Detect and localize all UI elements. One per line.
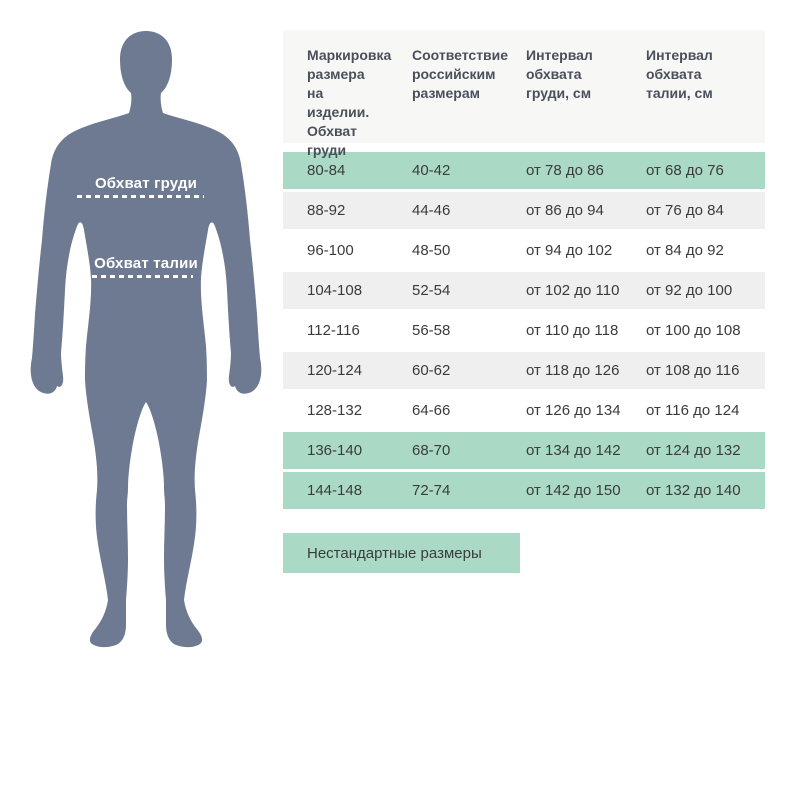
table-cell-marking: 112-116 bbox=[307, 322, 360, 339]
table-cell-marking: 144-148 bbox=[307, 482, 363, 499]
table-cell-waist: от 116 до 124 bbox=[646, 402, 740, 419]
table-cell-russian: 52-54 bbox=[412, 282, 451, 299]
col-header-waist-range: Интервал обхвата талии, см bbox=[646, 47, 713, 101]
table-cell-chest: от 110 до 118 bbox=[526, 322, 619, 339]
table-cell-russian: 48-50 bbox=[412, 242, 451, 259]
table-cell-chest: от 118 до 126 bbox=[526, 362, 620, 379]
size-table: Маркировка размера на изделии. Обхват гр… bbox=[283, 30, 765, 512]
table-cell-waist: от 132 до 140 bbox=[646, 482, 741, 499]
table-cell-marking: 104-108 bbox=[307, 282, 363, 299]
table-row: 144-148 72-74 от 142 до 150 от 132 до 14… bbox=[283, 472, 765, 509]
table-row: 88-92 44-46 от 86 до 94 от 76 до 84 bbox=[283, 192, 765, 229]
table-cell-russian: 72-74 bbox=[412, 482, 451, 499]
table-cell-chest: от 78 до 86 bbox=[526, 162, 604, 179]
chest-measure-line bbox=[77, 195, 204, 198]
table-cell-marking: 128-132 bbox=[307, 402, 363, 419]
table-cell-russian: 68-70 bbox=[412, 442, 451, 459]
waist-measure-line bbox=[92, 275, 193, 278]
table-cell-waist: от 124 до 132 bbox=[646, 442, 741, 459]
male-body-silhouette bbox=[30, 31, 262, 648]
table-cell-chest: от 142 до 150 bbox=[526, 482, 621, 499]
table-cell-waist: от 100 до 108 bbox=[646, 322, 741, 339]
table-cell-waist: от 108 до 116 bbox=[646, 362, 740, 379]
table-cell-chest: от 134 до 142 bbox=[526, 442, 621, 459]
table-cell-chest: от 102 до 110 bbox=[526, 282, 620, 299]
table-row: 136-140 68-70 от 134 до 142 от 124 до 13… bbox=[283, 432, 765, 469]
col-header-chest-range: Интервал обхвата груди, см bbox=[526, 47, 593, 101]
col-header-russian-sizes: Соответствие российским размерам bbox=[412, 47, 509, 101]
table-cell-marking: 136-140 bbox=[307, 442, 363, 459]
table-cell-marking: 120-124 bbox=[307, 362, 363, 379]
nonstandard-sizes-button[interactable]: Нестандартные размеры bbox=[283, 533, 520, 573]
table-cell-russian: 44-46 bbox=[412, 202, 451, 219]
table-cell-waist: от 76 до 84 bbox=[646, 202, 724, 219]
table-cell-russian: 40-42 bbox=[412, 162, 451, 179]
table-cell-waist: от 92 до 100 bbox=[646, 282, 733, 299]
table-row: 120-124 60-62 от 118 до 126 от 108 до 11… bbox=[283, 352, 765, 389]
table-cell-russian: 56-58 bbox=[412, 322, 451, 339]
table-row: 112-116 56-58 от 110 до 118 от 100 до 10… bbox=[283, 312, 765, 349]
table-cell-marking: 96-100 bbox=[307, 242, 354, 259]
waist-measure-label: Обхват талии bbox=[94, 255, 198, 272]
chest-measure-label: Обхват груди bbox=[94, 175, 198, 192]
table-row: 104-108 52-54 от 102 до 110 от 92 до 100 bbox=[283, 272, 765, 309]
body-measurement-diagram: Обхват груди Обхват талии bbox=[26, 28, 266, 658]
size-table-header: Маркировка размера на изделии. Обхват гр… bbox=[283, 30, 765, 158]
table-row: 96-100 48-50 от 94 до 102 от 84 до 92 bbox=[283, 232, 765, 269]
table-cell-marking: 88-92 bbox=[307, 202, 346, 219]
table-cell-chest: от 86 до 94 bbox=[526, 202, 604, 219]
table-cell-waist: от 68 до 76 bbox=[646, 162, 724, 179]
table-cell-russian: 60-62 bbox=[412, 362, 451, 379]
table-cell-waist: от 84 до 92 bbox=[646, 242, 724, 259]
size-table-body: 80-84 40-42 от 78 до 86 от 68 до 76 88-9… bbox=[283, 152, 765, 509]
col-header-marking: Маркировка размера на изделии. Обхват гр… bbox=[307, 47, 392, 158]
table-cell-marking: 80-84 bbox=[307, 162, 346, 179]
table-cell-russian: 64-66 bbox=[412, 402, 451, 419]
table-row: 80-84 40-42 от 78 до 86 от 68 до 76 bbox=[283, 152, 765, 189]
table-cell-chest: от 126 до 134 bbox=[526, 402, 621, 419]
table-row: 128-132 64-66 от 126 до 134 от 116 до 12… bbox=[283, 392, 765, 429]
table-cell-chest: от 94 до 102 bbox=[526, 242, 613, 259]
